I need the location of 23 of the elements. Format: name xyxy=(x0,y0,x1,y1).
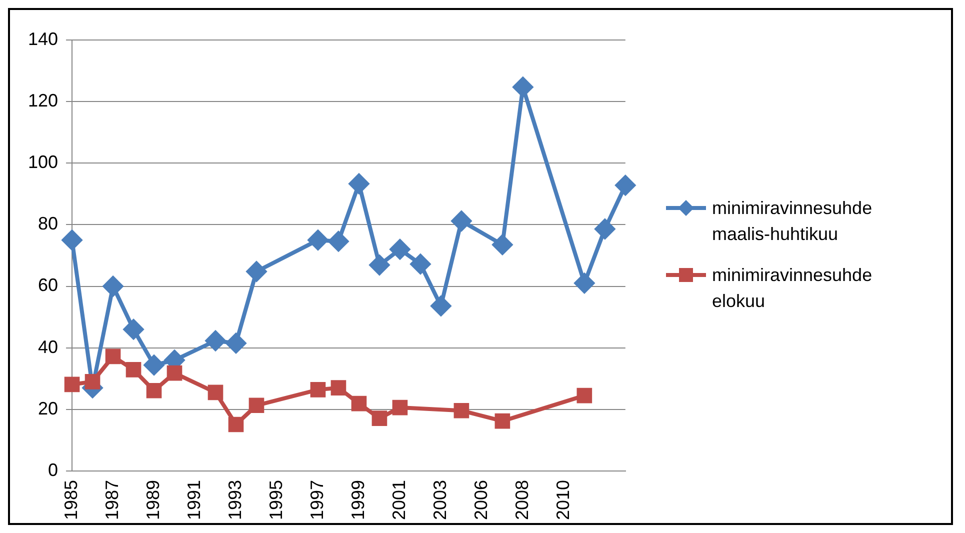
y-tick-label: 20 xyxy=(38,398,58,418)
x-tick-label: 2010 xyxy=(552,480,573,520)
x-tick-label: 2008 xyxy=(512,480,532,520)
legend-label: minimiravinnesuhde elokuu xyxy=(712,264,874,312)
x-tick-label: 1991 xyxy=(184,480,204,520)
x-tick-label: 1989 xyxy=(142,480,163,520)
x-tick-label: 1987 xyxy=(102,480,122,520)
x-tick-label: 2001 xyxy=(388,480,409,520)
y-tick-label: 100 xyxy=(28,152,58,172)
legend-label: minimiravinnesuhde maalis-huhtikuu xyxy=(712,196,874,246)
y-tick-label: 140 xyxy=(28,28,58,49)
y-tick-label: 120 xyxy=(28,90,58,111)
y-tick-label: 60 xyxy=(38,275,58,296)
x-tick-label: 1985 xyxy=(61,480,81,520)
x-tick-label: 1995 xyxy=(266,480,286,520)
y-tick-label: 80 xyxy=(38,214,58,234)
x-tick-label: 1997 xyxy=(306,480,327,520)
x-tick-label: 2003 xyxy=(430,480,450,520)
x-tick-label: 1999 xyxy=(348,480,368,520)
y-tick-label: 0 xyxy=(48,460,58,480)
x-tick-label: 2006 xyxy=(470,480,491,520)
y-tick-label: 40 xyxy=(38,336,58,357)
x-tick-label: 1993 xyxy=(224,480,245,520)
